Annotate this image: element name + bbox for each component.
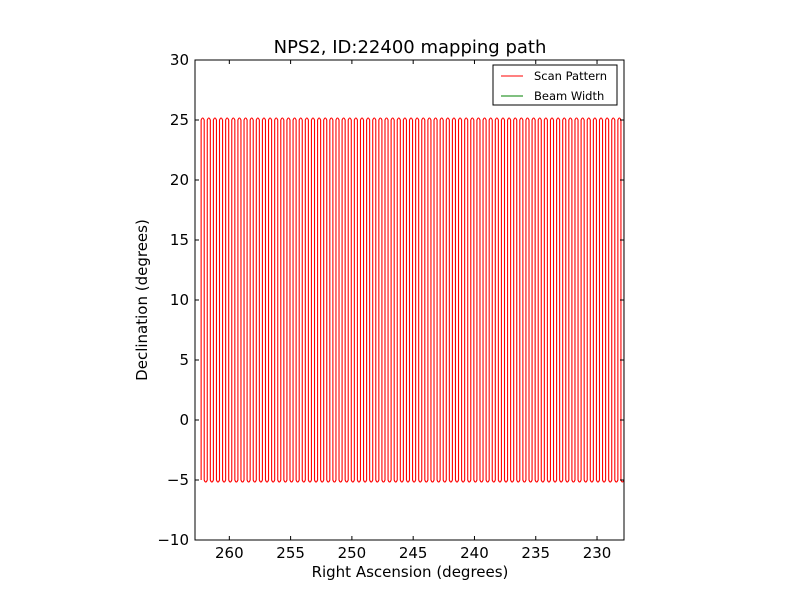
y-tick-label: −10 bbox=[157, 531, 189, 549]
x-tick-label: 230 bbox=[583, 544, 612, 562]
legend: Scan Pattern Beam Width bbox=[492, 64, 618, 106]
chart-title: NPS2, ID:22400 mapping path bbox=[274, 37, 547, 58]
legend-label-beam-width: Beam Width bbox=[534, 89, 604, 103]
scan-pattern-line bbox=[200, 117, 624, 483]
legend-box bbox=[492, 64, 618, 106]
y-axis-label: Declination (degrees) bbox=[133, 219, 151, 381]
y-tick-label: 15 bbox=[170, 231, 189, 249]
x-tick-label: 260 bbox=[215, 544, 244, 562]
series-layer bbox=[200, 117, 624, 483]
y-tick-label: 25 bbox=[170, 111, 189, 129]
y-axis-ticks: −10 −5 0 5 10 15 20 25 30 bbox=[157, 51, 624, 549]
y-tick-label: 10 bbox=[170, 291, 189, 309]
x-axis-ticks: 260 255 250 245 240 235 230 bbox=[215, 60, 611, 562]
x-tick-label: 240 bbox=[460, 544, 489, 562]
y-tick-label: −5 bbox=[167, 471, 189, 489]
y-tick-label: 30 bbox=[170, 51, 189, 69]
x-axis-label: Right Ascension (degrees) bbox=[312, 563, 509, 581]
y-tick-label: 5 bbox=[179, 351, 189, 369]
y-tick-label: 0 bbox=[179, 411, 189, 429]
legend-label-scan-pattern: Scan Pattern bbox=[534, 69, 607, 83]
x-tick-label: 250 bbox=[338, 544, 367, 562]
y-tick-label: 20 bbox=[170, 171, 189, 189]
x-tick-label: 245 bbox=[399, 544, 428, 562]
x-tick-label: 255 bbox=[276, 544, 305, 562]
x-tick-label: 235 bbox=[521, 544, 550, 562]
